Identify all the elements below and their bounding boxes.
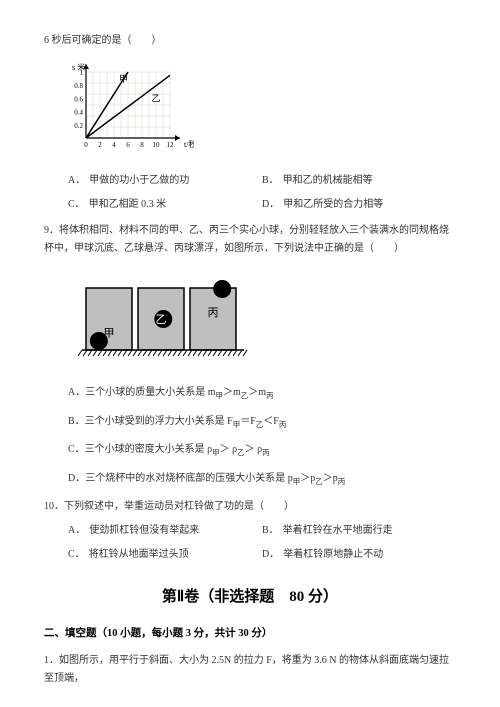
- svg-text:甲: 甲: [104, 327, 115, 339]
- q9-opt-d: D．三个烧杯中的水对烧杯底部的压强大小关系是 p甲＞p乙＞p丙: [68, 470, 456, 489]
- svg-text:丙: 丙: [208, 307, 219, 319]
- q8-opt-c: C．甲和乙相距 0.3 米: [68, 196, 262, 214]
- q9-text: 9．将体积相同、材料不同的甲、乙、丙三个实心小球，分别轻轻放入三个装满水的同规格…: [44, 222, 456, 258]
- svg-text:s 米: s 米: [72, 62, 85, 72]
- q9-options: A．三个小球的质量大小关系是 m甲＞m乙＞m丙 B．三个小球受到的浮力大小关系是…: [68, 384, 456, 488]
- svg-text:乙: 乙: [156, 313, 167, 326]
- svg-text:0: 0: [84, 141, 88, 149]
- svg-text:4: 4: [112, 141, 116, 149]
- svg-text:0.6: 0.6: [74, 95, 83, 103]
- q10-opt-c: C．将杠铃从地面举过头顶: [68, 546, 262, 564]
- q10-text: 10．下列叙述中，举重运动员对杠铃做了功的是（ ）: [44, 498, 456, 516]
- fill-q1: 1．如图所示，用平行于斜面、大小为 2.5N 的拉力 F，将重为 3.6 N 的…: [44, 652, 456, 688]
- section2-title: 第Ⅱ卷（非选择题 80 分）: [44, 584, 456, 611]
- q8-options-row2: C．甲和乙相距 0.3 米 D．甲和乙所受的合力相等: [68, 196, 456, 214]
- q8-opt-a-text: 甲做的功小于乙做的功: [89, 175, 189, 186]
- svg-text:10: 10: [153, 141, 161, 149]
- q9-opt-c: C．三个小球的密度大小关系是 ρ甲＞ ρ乙＞ ρ丙: [68, 441, 456, 460]
- q10-options-row1: A．使劲抓杠铃但没有举起来 B．举着杠铃在水平地面行走: [68, 522, 456, 540]
- q10-options-row2: C．将杠铃从地面举过头顶 D．举着杠铃原地静止不动: [68, 546, 456, 564]
- q8-opt-d-text: 甲和乙所受的合力相等: [283, 199, 383, 210]
- svg-text:甲: 甲: [119, 74, 128, 84]
- q8-opt-a: A．甲做的功小于乙做的功: [68, 172, 262, 190]
- svg-text:乙: 乙: [152, 94, 161, 104]
- q8-opt-b-text: 甲和乙的机械能相等: [283, 175, 373, 186]
- q8-opt-c-text: 甲和乙相距 0.3 米: [89, 199, 167, 210]
- q8-options-row1: A．甲做的功小于乙做的功 B．甲和乙的机械能相等: [68, 172, 456, 190]
- q10-opt-b: B．举着杠铃在水平地面行走: [262, 522, 456, 540]
- svg-text:2: 2: [98, 141, 102, 149]
- svg-text:0.8: 0.8: [74, 82, 83, 90]
- svg-text:t/秒: t/秒: [184, 139, 194, 149]
- line-chart-svg: 0.20.40.60.81024681012t/秒s 米甲乙: [64, 60, 194, 155]
- q8-chart: 0.20.40.60.81024681012t/秒s 米甲乙: [64, 60, 456, 162]
- q9-opt-b: B．三个小球受到的浮力大小关系是 F甲＝F乙＜F丙: [68, 413, 456, 432]
- q10-opt-a: A．使劲抓杠铃但没有举起来: [68, 522, 262, 540]
- q9-opt-a: A．三个小球的质量大小关系是 m甲＞m乙＞m丙: [68, 384, 456, 403]
- q10-opt-d: D．举着杠铃原地静止不动: [262, 546, 456, 564]
- q8-tail-text: 6 秒后可确定的是（ ）: [44, 32, 456, 50]
- svg-text:8: 8: [140, 141, 144, 149]
- beakers-svg: 甲 乙 丙: [74, 270, 264, 365]
- q8-opt-b: B．甲和乙的机械能相等: [262, 172, 456, 190]
- svg-text:0.2: 0.2: [74, 122, 83, 130]
- q8-opt-d: D．甲和乙所受的合力相等: [262, 196, 456, 214]
- svg-text:12: 12: [167, 141, 175, 149]
- svg-text:0.4: 0.4: [74, 109, 83, 117]
- q9-figure: 甲 乙 丙: [74, 270, 456, 372]
- fill-header: 二、填空题（10 小题，每小题 3 分，共计 30 分）: [44, 625, 456, 644]
- svg-text:6: 6: [126, 141, 130, 149]
